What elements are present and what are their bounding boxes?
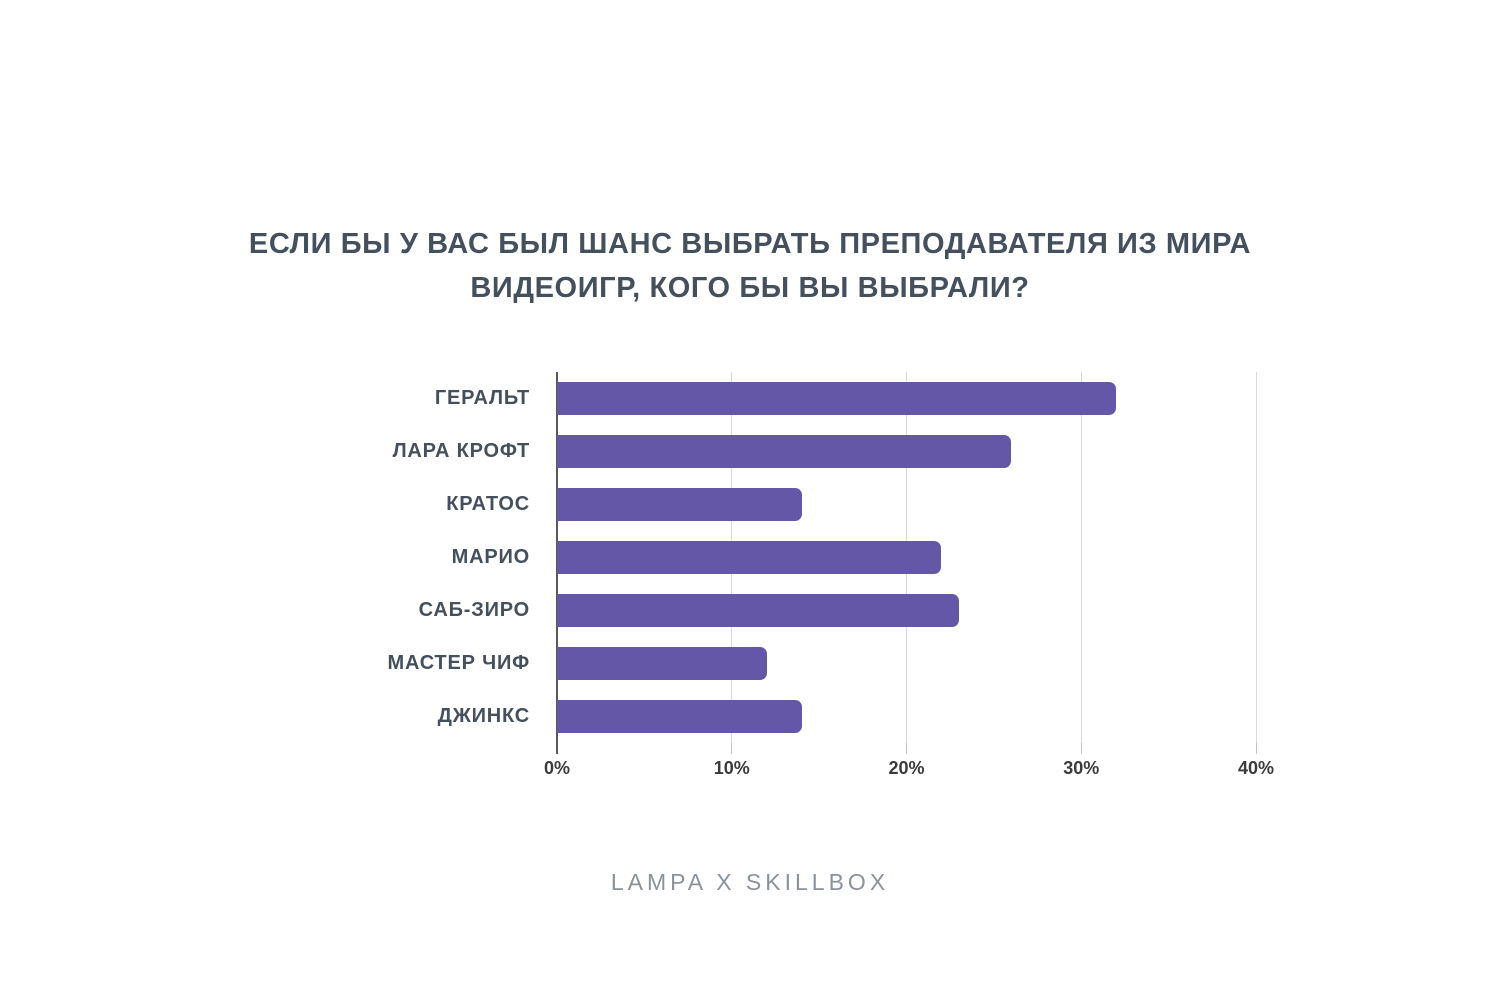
gridline xyxy=(1080,372,1082,743)
category-label: КРАТОС xyxy=(446,493,530,515)
bar-track xyxy=(557,637,1256,690)
plot-area: ГЕРАЛЬТ ЛАРА КРОФТ КРАТОС МАРИО xyxy=(0,372,1500,743)
bar-track xyxy=(557,478,1256,531)
x-tick-label: 30% xyxy=(1063,758,1100,778)
footer-branding: LAMPA X SKILLBOX xyxy=(610,869,890,895)
category-label: ДЖИНКС xyxy=(437,705,530,727)
bar xyxy=(557,382,1117,415)
x-tick-label: 40% xyxy=(1237,758,1275,778)
bar-track xyxy=(557,584,1256,637)
chart-row: ДЖИНКС xyxy=(0,690,1500,743)
category-label: САБ-ЗИРО xyxy=(418,599,530,621)
chart-title-line1: ЕСЛИ БЫ У ВАС БЫЛ ШАНС ВЫБРАТЬ ПРЕПОДАВА… xyxy=(248,228,1252,260)
category-label: ЛАРА КРОФТ xyxy=(392,440,530,462)
bar xyxy=(557,541,942,574)
x-tick-label: 10% xyxy=(713,758,750,778)
x-axis-tick xyxy=(1080,743,1082,754)
x-axis-tick xyxy=(906,743,907,754)
bar-track xyxy=(557,372,1256,425)
x-axis-tick xyxy=(731,743,733,754)
x-axis-tick xyxy=(556,743,558,754)
chart-title-line2: ВИДЕОИГР, КОГО БЫ ВЫ ВЫБРАЛИ? xyxy=(470,271,1030,304)
category-label: МАСТЕР ЧИФ xyxy=(387,652,530,674)
chart-row: МАРИО xyxy=(0,531,1500,584)
x-tick-label: 20% xyxy=(888,758,925,778)
x-axis-tick xyxy=(1255,743,1257,754)
chart-title: ЕСЛИ БЫ У ВАС БЫЛ ШАНС ВЫБРАТЬ ПРЕПОДАВА… xyxy=(0,0,1500,310)
bar xyxy=(557,647,767,680)
chart-row: ГЕРАЛЬТ xyxy=(0,372,1500,425)
bar xyxy=(557,594,959,627)
category-label: МАРИО xyxy=(451,546,530,568)
bar-track xyxy=(557,531,1256,584)
bar-track xyxy=(557,690,1256,743)
category-label: ГЕРАЛЬТ xyxy=(434,387,530,409)
chart-row: ЛАРА КРОФТ xyxy=(0,425,1500,478)
chart-row: САБ-ЗИРО xyxy=(0,584,1500,637)
bar xyxy=(557,435,1012,468)
gridline xyxy=(1255,372,1257,743)
chart-row: МАСТЕР ЧИФ xyxy=(0,637,1500,690)
x-axis: 0% 10% 20% 30% 40% xyxy=(544,743,1274,789)
bar xyxy=(557,700,802,733)
chart-row: КРАТОС xyxy=(0,478,1500,531)
x-tick-label: 0% xyxy=(543,758,571,778)
bar-track xyxy=(557,425,1256,478)
bar-chart: ГЕРАЛЬТ ЛАРА КРОФТ КРАТОС МАРИО xyxy=(0,372,1500,789)
bar xyxy=(557,488,802,521)
